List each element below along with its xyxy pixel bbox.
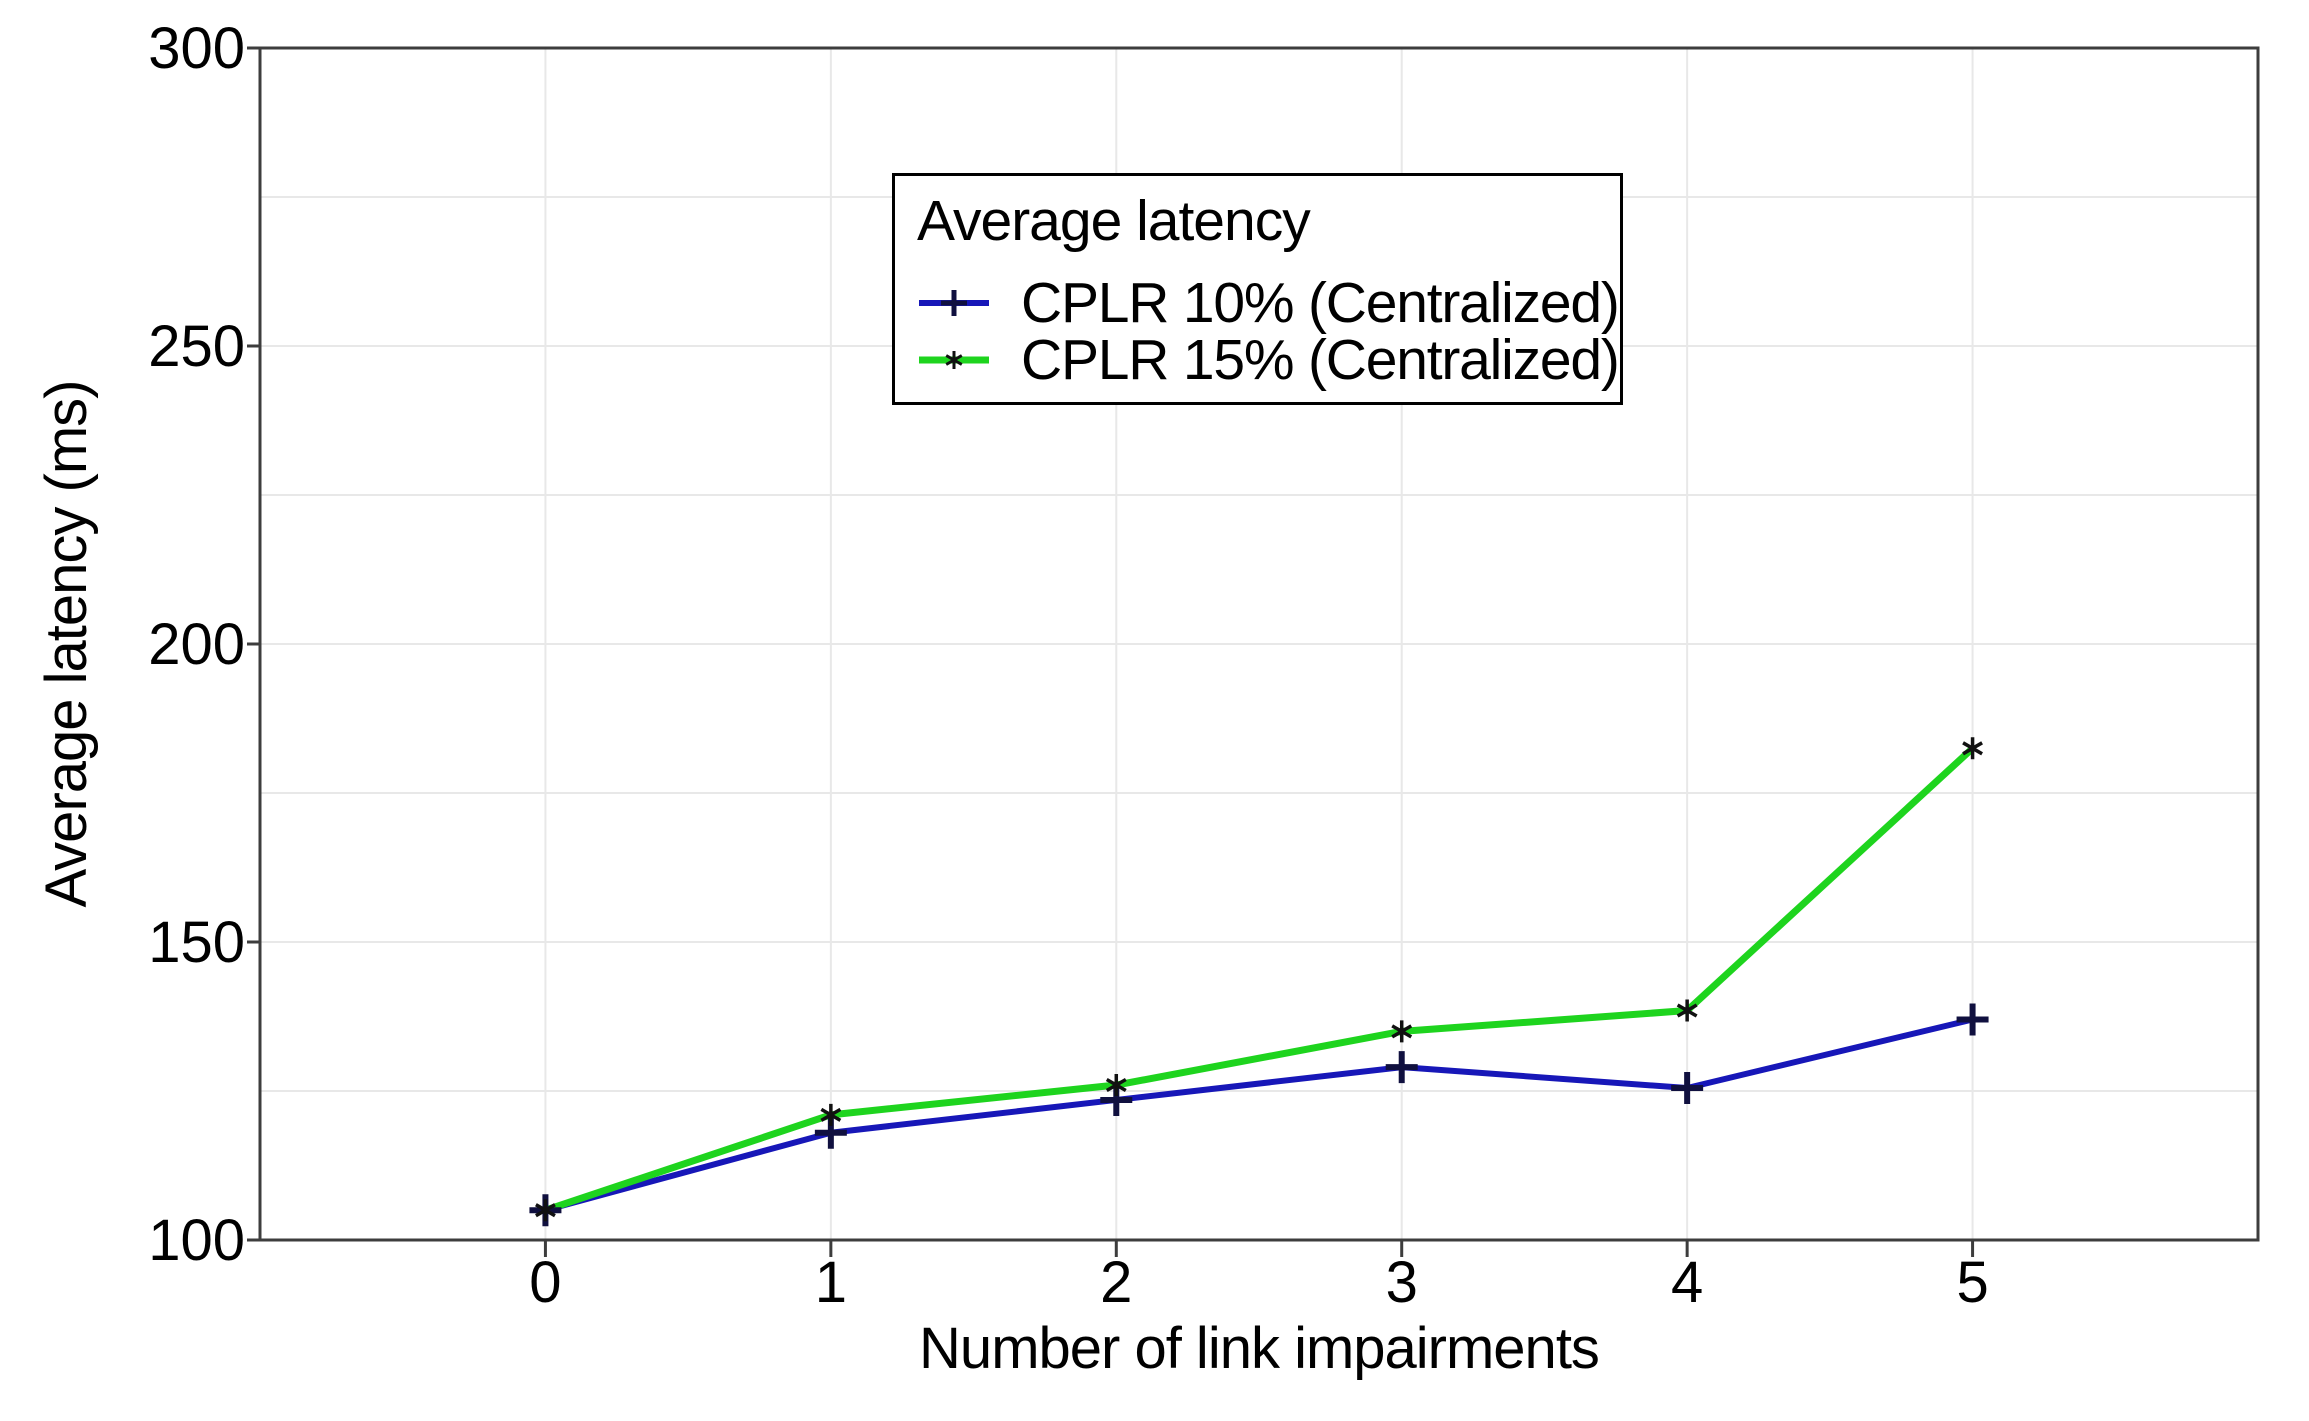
x-tick-label: 2	[1100, 1250, 1132, 1315]
series-line-1	[544, 745, 1975, 1214]
asterisk-marker-icon	[820, 1103, 842, 1126]
plus-marker-icon	[1385, 1051, 1418, 1084]
plus-marker-icon	[1671, 1072, 1704, 1105]
plus-marker-icon	[941, 289, 967, 316]
y-tick-label: 300	[148, 16, 245, 81]
legend-label-cplr-15: CPLR 15% (Centralized)	[1021, 327, 1620, 392]
asterisk-marker-icon	[1962, 737, 1983, 760]
x-axis-label: Number of link impairments	[919, 1316, 1599, 1381]
legend-title: Average latency	[917, 189, 1311, 253]
x-tick-label: 1	[815, 1250, 847, 1315]
x-tick-label: 4	[1671, 1250, 1703, 1315]
x-tick-label: 3	[1386, 1250, 1418, 1315]
x-tick-label: 5	[1956, 1250, 1988, 1315]
legend-item-cplr-15: CPLR 15% (Centralized)	[917, 328, 1620, 392]
x-tick-label: 0	[529, 1250, 561, 1315]
asterisk-marker-icon	[1105, 1074, 1127, 1097]
y-tick-label: 100	[148, 1208, 245, 1273]
series-line-0	[544, 1016, 1974, 1214]
legend-label-cplr-10: CPLR 10% (Centralized)	[1021, 270, 1620, 335]
legend-marker-green-asterisk-icon	[919, 350, 989, 369]
asterisk-marker-icon	[1391, 1020, 1413, 1043]
legend-item-cplr-10: CPLR 10% (Centralized)	[917, 271, 1620, 335]
y-tick-label: 250	[148, 314, 245, 379]
y-tick-label: 150	[148, 910, 245, 975]
asterisk-marker-icon	[1676, 999, 1698, 1022]
plus-marker-icon	[1956, 1003, 1989, 1036]
asterisk-marker-icon	[535, 1199, 556, 1222]
legend-marker-blue-plus-icon	[919, 289, 989, 316]
legend: Average latency CPLR 10% (Centralized) C…	[892, 173, 1623, 405]
y-axis-label: Average latency (ms)	[34, 381, 99, 908]
y-tick-label: 200	[148, 612, 245, 677]
asterisk-marker-icon	[945, 350, 963, 369]
